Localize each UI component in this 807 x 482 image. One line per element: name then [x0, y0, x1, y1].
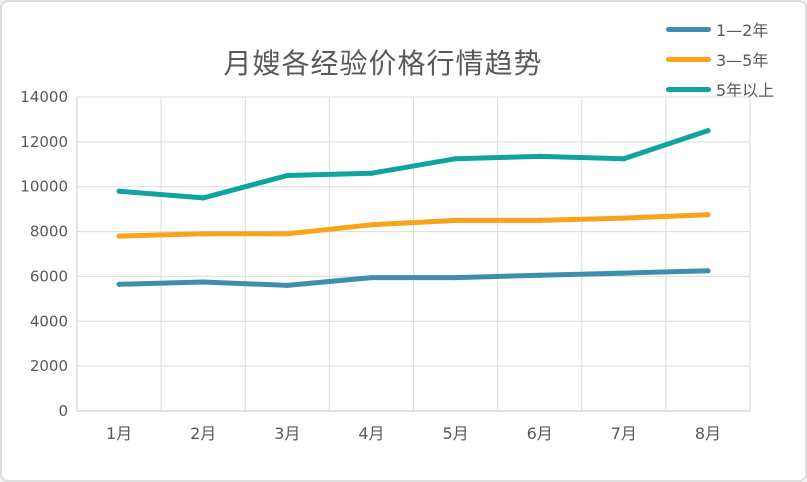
- y-axis-tick-label: 10000: [20, 178, 68, 196]
- series-1-point-7: [705, 212, 711, 218]
- x-axis-tick-label: 4月: [358, 424, 384, 443]
- legend-swatch-icon: [666, 26, 711, 32]
- series-1-point-3: [368, 222, 374, 228]
- series-2-point-2: [284, 172, 290, 179]
- x-axis-tick-label: 6月: [527, 424, 553, 443]
- x-axis-tick-label: 7月: [611, 424, 637, 443]
- x-axis-tick-label: 1月: [106, 424, 132, 443]
- series-0-point-1: [200, 279, 206, 285]
- series-line-0: [116, 268, 711, 288]
- legend-label: 1—2年: [716, 21, 769, 40]
- series-0-point-7: [705, 268, 711, 274]
- series-1-point-4: [453, 217, 459, 223]
- series-2-point-3: [368, 170, 374, 176]
- x-axis-tick-label: 2月: [190, 424, 216, 443]
- series-2-point-4: [453, 156, 459, 162]
- y-axis-tick-label: 4000: [30, 312, 68, 330]
- series-0-point-6: [621, 270, 627, 276]
- chart-title: 月嫂各经验价格行情趋势: [223, 47, 543, 80]
- series-2-point-7: [705, 128, 711, 134]
- series-2-point-1: [200, 195, 206, 201]
- series-2-point-0: [116, 188, 122, 194]
- series-1-point-5: [537, 217, 543, 223]
- series-2-point-6: [621, 156, 627, 162]
- y-axis-tick-label: 2000: [30, 357, 68, 375]
- series-0-point-0: [116, 281, 122, 287]
- x-axis-tick-label: 5月: [442, 424, 468, 443]
- series-2-point-5: [537, 153, 543, 159]
- legend-swatch-icon: [666, 56, 711, 62]
- series-1-point-1: [200, 231, 206, 237]
- series-0-point-2: [284, 282, 290, 288]
- y-axis-tick-label: 6000: [30, 267, 68, 285]
- series-1-point-2: [284, 231, 290, 237]
- series-line-2: [116, 128, 711, 201]
- x-axis-tick-label: 8月: [695, 424, 721, 443]
- series-1-point-0: [116, 233, 122, 239]
- legend-label: 3—5年: [716, 51, 769, 70]
- series-0-point-3: [368, 275, 374, 281]
- legend-item-0[interactable]: 1—2年: [666, 14, 774, 44]
- legend-item-1[interactable]: 3—5年: [666, 44, 774, 74]
- legend: 1—2年 3—5年 5年以上: [666, 14, 774, 104]
- legend-label: 5年以上: [716, 81, 775, 100]
- y-axis-tick-label: 8000: [30, 223, 68, 241]
- legend-item-2[interactable]: 5年以上: [666, 74, 774, 104]
- y-axis-tick-label: 12000: [20, 133, 68, 151]
- series-0-point-4: [453, 275, 459, 281]
- x-axis-tick-label: 3月: [274, 424, 300, 443]
- y-axis-tick-label: 0: [58, 402, 68, 420]
- series-1-point-6: [621, 215, 627, 221]
- series-line-1: [116, 212, 711, 239]
- y-axis-tick-label: 14000: [20, 88, 68, 106]
- legend-swatch-icon: [666, 86, 711, 92]
- series-0-point-5: [537, 272, 543, 278]
